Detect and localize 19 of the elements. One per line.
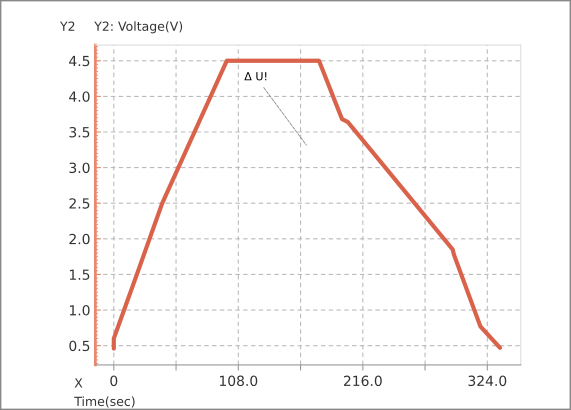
- y-tick-label: 0.5: [69, 340, 90, 352]
- y-tick-label: 2.0: [69, 234, 90, 244]
- x-tick-label: 0: [110, 376, 118, 386]
- y-tick-label: 2.5: [69, 198, 90, 209]
- y-tick-label: 3.5: [69, 126, 90, 138]
- text: Y2: [60, 21, 74, 31]
- x-tick-label: 216.0: [344, 376, 382, 386]
- x-tick-label: 108.0: [220, 376, 258, 386]
- y-tick-label: 1.0: [70, 305, 90, 316]
- y-tick-label: 3.0: [69, 162, 90, 174]
- annotation: Δ U!: [244, 72, 266, 80]
- y-axis-title: Y2: Voltage(V): [94, 21, 182, 34]
- x-tick-label: 324.0: [468, 376, 506, 386]
- y-tick-label: 4.0: [69, 91, 90, 102]
- y-tick-label: 4.5: [69, 56, 90, 66]
- text: X: [74, 378, 82, 388]
- x-axis-title: Time(sec): [74, 396, 135, 408]
- y-tick-label: 1.5: [70, 270, 90, 280]
- line-series: [112, 58, 502, 351]
